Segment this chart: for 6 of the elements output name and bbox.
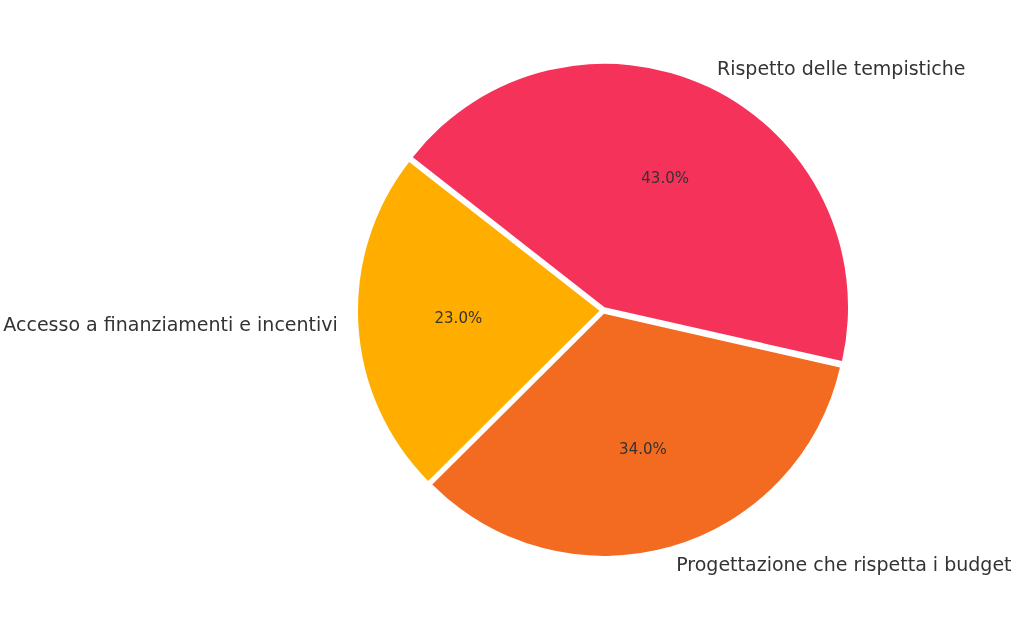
slice-label: Progettazione che rispetta i budget	[676, 552, 1012, 575]
data-label: 43.0%	[641, 169, 689, 188]
slice-label: Accesso a finanziamenti e incentivi	[3, 313, 338, 336]
data-label: 23.0%	[434, 308, 483, 327]
slice-label: Rispetto delle tempistiche	[716, 57, 966, 80]
data-label: 34.0%	[619, 439, 667, 458]
